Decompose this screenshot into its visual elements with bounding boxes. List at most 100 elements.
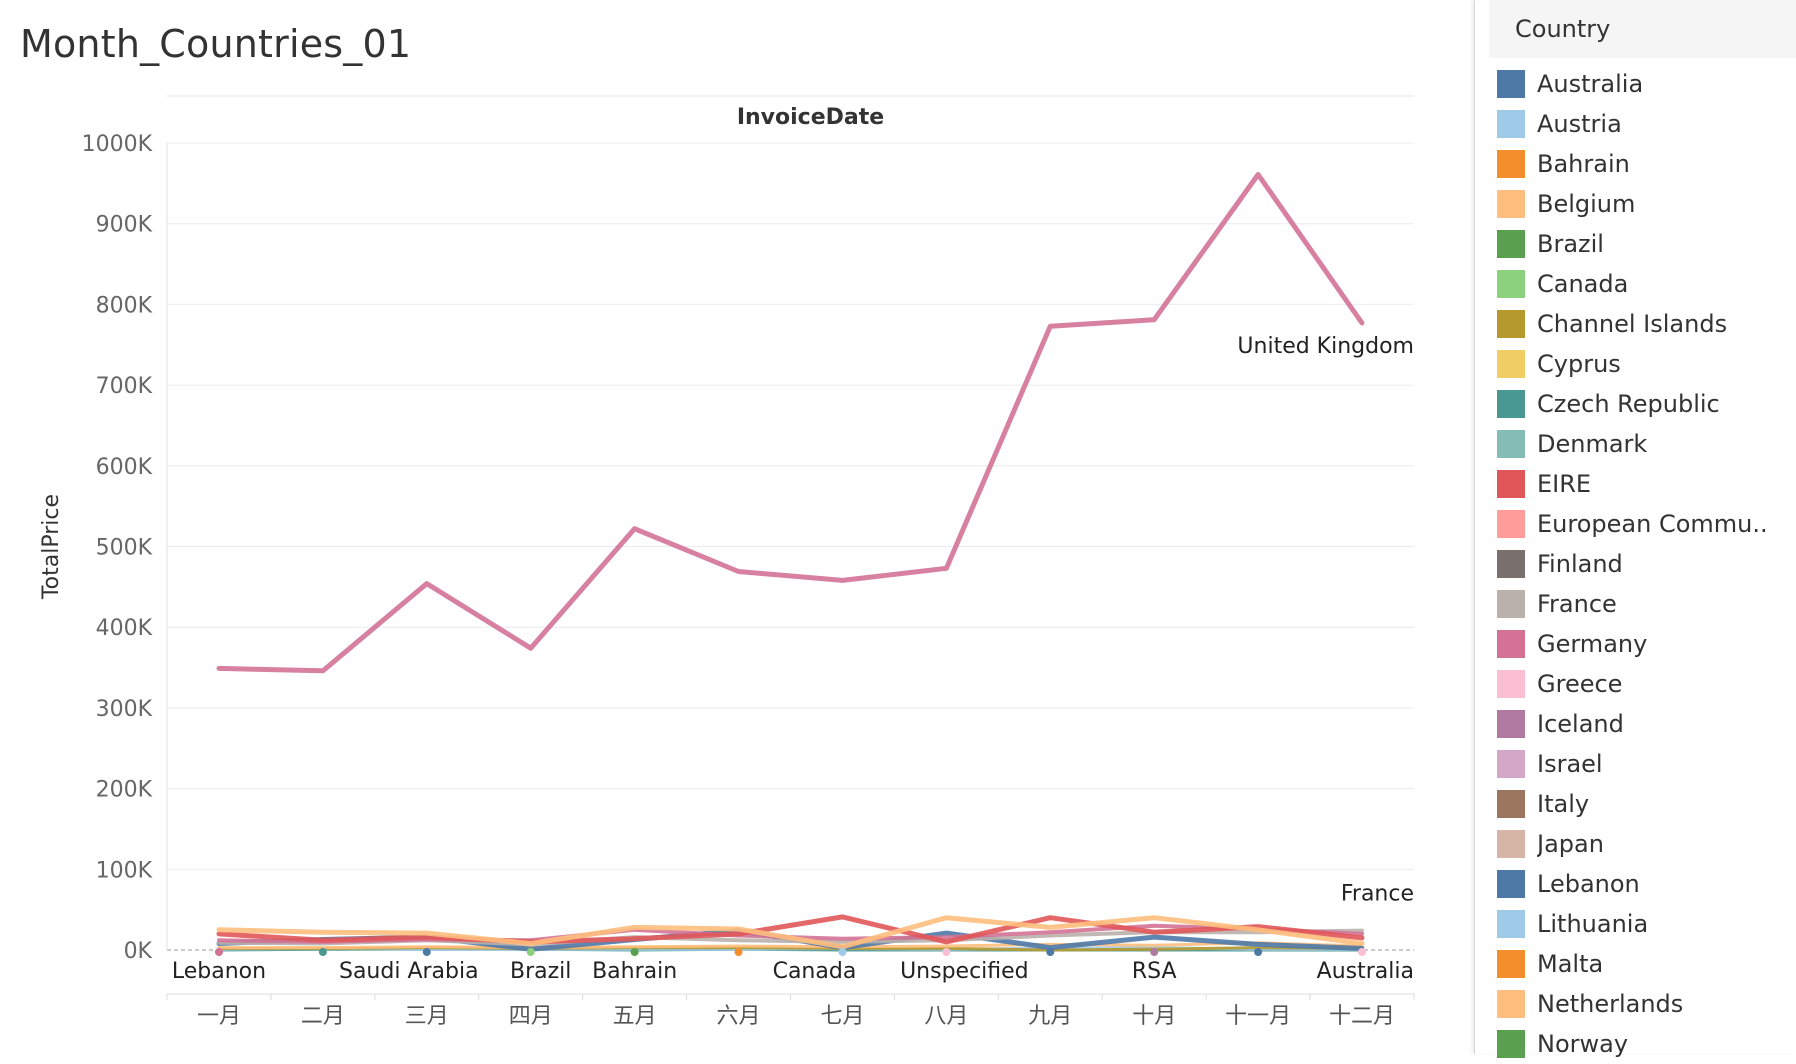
x-tick-label: 六月: [717, 1004, 761, 1029]
legend-label: EIRE: [1537, 470, 1592, 498]
legend-item[interactable]: Japan: [1497, 824, 1796, 864]
legend-list: Australia Austria Bahrain Belgium Brazil Cana…: [1497, 64, 1796, 1064]
legend-swatch: [1497, 390, 1525, 418]
legend-swatch: [1497, 830, 1525, 858]
x-tick-label: 十月: [1132, 1004, 1176, 1029]
legend-swatch: [1497, 110, 1525, 138]
x-tick-label: 七月: [820, 1004, 864, 1029]
legend-label: Australia: [1537, 70, 1644, 98]
legend-swatch: [1497, 550, 1525, 578]
legend-item[interactable]: Brazil: [1497, 224, 1796, 264]
point-label: Brazil: [510, 959, 571, 984]
legend-swatch: [1497, 950, 1525, 978]
legend-item[interactable]: Israel: [1497, 744, 1796, 784]
legend-swatch: [1497, 870, 1525, 898]
zero-dot: [1046, 948, 1055, 956]
x-tick-label: 十一月: [1225, 1004, 1291, 1029]
legend-item[interactable]: Belgium: [1497, 184, 1796, 224]
legend-label: Austria: [1537, 110, 1622, 138]
point-label: Unspecified: [900, 959, 1029, 984]
y-tick-label: 1000K: [82, 132, 153, 157]
legend-swatch: [1497, 270, 1525, 298]
legend-swatch: [1497, 310, 1525, 338]
y-tick-label: 100K: [96, 858, 153, 883]
legend-label: Malta: [1537, 950, 1604, 978]
legend-swatch: [1497, 990, 1525, 1018]
legend-item[interactable]: Australia: [1497, 64, 1796, 104]
legend-swatch: [1497, 430, 1525, 458]
legend-label: European Commu..: [1537, 510, 1768, 538]
point-label: Canada: [773, 959, 857, 984]
legend-swatch: [1497, 790, 1525, 818]
legend-label: Lithuania: [1537, 910, 1649, 938]
legend-item[interactable]: France: [1497, 584, 1796, 624]
legend-item[interactable]: Italy: [1497, 784, 1796, 824]
legend-item[interactable]: Iceland: [1497, 704, 1796, 744]
legend-swatch: [1497, 1030, 1525, 1058]
legend-item[interactable]: Denmark: [1497, 424, 1796, 464]
legend-label: Cyprus: [1537, 350, 1621, 378]
zero-dot: [1254, 948, 1263, 956]
page-title: Month_Countries_01: [20, 22, 412, 66]
x-tick-label: 八月: [924, 1004, 968, 1029]
point-label: Australia: [1317, 959, 1414, 984]
legend-item[interactable]: EIRE: [1497, 464, 1796, 504]
legend-swatch: [1497, 670, 1525, 698]
zero-dot: [526, 948, 535, 956]
legend-swatch: [1497, 590, 1525, 618]
x-tick-label: 九月: [1028, 1004, 1072, 1029]
series-line: [217, 941, 1364, 950]
y-axis-label: TotalPrice: [39, 494, 64, 600]
legend-item[interactable]: Canada: [1497, 264, 1796, 304]
series-label: United Kingdom: [1237, 334, 1414, 359]
legend-label: Bahrain: [1537, 150, 1630, 178]
legend-item[interactable]: Austria: [1497, 104, 1796, 144]
legend-label: Greece: [1537, 670, 1623, 698]
point-label: Saudi Arabia: [339, 959, 479, 984]
series-label: France: [1341, 882, 1414, 907]
y-tick-label: 300K: [96, 697, 153, 722]
y-tick-label: 400K: [96, 616, 153, 641]
legend-item[interactable]: Lebanon: [1497, 864, 1796, 904]
y-tick-label: 800K: [96, 293, 153, 318]
point-label: RSA: [1132, 959, 1177, 984]
legend-panel: Country Australia Austria Bahrain Belgium Br…: [1474, 0, 1796, 1058]
legend-item[interactable]: Bahrain: [1497, 144, 1796, 184]
zero-dot: [734, 948, 743, 956]
legend-item[interactable]: Germany: [1497, 624, 1796, 664]
y-tick-label: 0K: [124, 939, 153, 964]
y-tick-label: 500K: [96, 536, 153, 561]
legend-item[interactable]: Norway: [1497, 1024, 1796, 1064]
y-tick-label: 700K: [96, 374, 153, 399]
legend-label: Netherlands: [1537, 990, 1684, 1018]
legend-item[interactable]: Lithuania: [1497, 904, 1796, 944]
legend-swatch: [1497, 190, 1525, 218]
legend-item[interactable]: Greece: [1497, 664, 1796, 704]
legend-item[interactable]: Malta: [1497, 944, 1796, 984]
legend-swatch: [1497, 910, 1525, 938]
legend-swatch: [1497, 710, 1525, 738]
legend-label: Channel Islands: [1537, 310, 1728, 338]
legend-label: Japan: [1537, 830, 1604, 858]
x-tick-label: 一月: [197, 1004, 241, 1029]
legend-label: Norway: [1537, 1030, 1629, 1058]
legend-item[interactable]: European Commu..: [1497, 504, 1796, 544]
legend-swatch: [1497, 350, 1525, 378]
zero-dot: [422, 948, 431, 956]
legend-label: Lebanon: [1537, 870, 1640, 898]
legend-item[interactable]: Channel Islands: [1497, 304, 1796, 344]
legend-item[interactable]: Cyprus: [1497, 344, 1796, 384]
legend-label: Germany: [1537, 630, 1648, 658]
legend-label: Iceland: [1537, 710, 1624, 738]
legend-item[interactable]: Finland: [1497, 544, 1796, 584]
legend-item[interactable]: Czech Republic: [1497, 384, 1796, 424]
legend-title: Country: [1489, 0, 1796, 58]
x-tick-label: 五月: [613, 1004, 657, 1029]
legend-label: Czech Republic: [1537, 390, 1720, 418]
zero-dot: [630, 948, 639, 956]
zero-dot: [838, 948, 847, 956]
zero-dot: [214, 948, 223, 956]
series-line: [216, 172, 1365, 674]
legend-item[interactable]: Netherlands: [1497, 984, 1796, 1024]
x-tick-label: 三月: [405, 1004, 449, 1029]
